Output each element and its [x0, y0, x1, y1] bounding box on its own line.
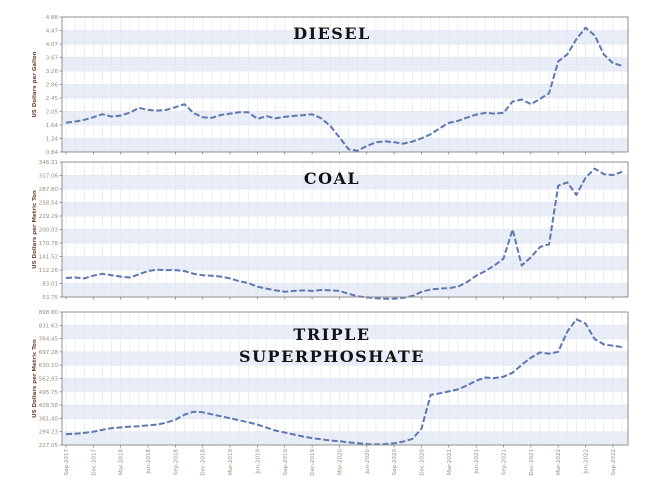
diesel-y-tick-label: 4.07	[46, 42, 59, 48]
diesel-y-axis-title: US Dollars per Gallon	[32, 51, 38, 117]
coal-y-tick-label: 287.80	[39, 187, 59, 193]
diesel-y-tick-label: 3.67	[46, 56, 59, 62]
coal-y-tick-label: 170.78	[39, 241, 59, 247]
tsp-y-tick-label: 227.05	[39, 443, 59, 449]
diesel-y-tick-label: 3.26	[46, 69, 59, 75]
tsp-chart-title: SUPERPHOSHATE	[239, 347, 425, 366]
x-axis-date-label: Jun-2021	[474, 449, 480, 475]
x-axis-date-label: Sep-2020	[392, 449, 398, 476]
coal-band	[62, 229, 628, 243]
x-axis-date-label: Dec-2019	[310, 448, 316, 475]
x-axis-date-label: Sep-2018	[173, 449, 179, 476]
x-axis-date-label: Mar-2020	[337, 449, 343, 476]
diesel-y-tick-label: 2.86	[46, 83, 59, 89]
diesel-y-tick-label: 0.84	[46, 150, 59, 156]
tsp-band	[62, 405, 628, 419]
diesel-y-tick-label: 2.05	[46, 110, 59, 116]
x-axis-date-label: Jun-2020	[365, 449, 371, 475]
diesel-band	[62, 111, 628, 125]
diesel-y-tick-label: 1.64	[46, 123, 59, 129]
coal-y-tick-label: 346.31	[39, 160, 58, 166]
tsp-band	[62, 378, 628, 392]
tsp-y-tick-label: 562.93	[39, 377, 59, 383]
coal-band	[62, 256, 628, 270]
coal-y-axis-title: US Dollars per Metric Ton	[32, 190, 38, 269]
tsp-y-tick-label: 428.58	[39, 403, 59, 409]
x-axis-date-label: Sep-2017	[64, 449, 70, 476]
x-axis-date-label: Dec-2021	[529, 449, 535, 476]
diesel-y-tick-label: 4.47	[46, 29, 59, 35]
tsp-y-tick-label: 630.10	[39, 363, 59, 369]
tsp-y-tick-label: 294.23	[39, 430, 59, 436]
diesel-y-tick-label: 4.88	[46, 15, 59, 21]
diesel-y-tick-label: 1.24	[46, 137, 59, 143]
diesel-price-line	[65, 26, 623, 152]
x-axis-date-label: Jun-2018	[146, 449, 152, 475]
tsp-y-tick-label: 831.63	[39, 323, 59, 329]
coal-band	[62, 202, 628, 216]
diesel-chart-title: DIESEL	[293, 24, 371, 43]
tsp-y-tick-label: 697.28	[39, 350, 59, 356]
diesel-y-tick-label: 2.45	[46, 96, 59, 102]
tsp-y-axis-title: US Dollars per Metric Ton	[32, 339, 38, 418]
diesel-band	[62, 30, 628, 44]
tsp-y-tick-label: 898.80	[39, 310, 59, 316]
diesel-band	[62, 138, 628, 152]
x-axis-date-label: Sep-2019	[283, 449, 289, 476]
tsp-chart-title: TRIPLE	[293, 325, 370, 344]
tsp-band	[62, 325, 628, 339]
coal-y-tick-label: 141.52	[39, 255, 58, 261]
coal-y-tick-label: 229.29	[39, 214, 59, 220]
x-axis-date-label: Sep-2021	[502, 449, 508, 475]
tsp-band	[62, 431, 628, 445]
coal-band	[62, 175, 628, 189]
x-axis-date-label: Mar-2021	[447, 449, 453, 475]
diesel-band	[62, 57, 628, 71]
coal-y-tick-label: 83.01	[42, 282, 58, 288]
tsp-price-line	[65, 318, 623, 446]
diesel-band	[62, 84, 628, 98]
coal-y-tick-label: 258.54	[39, 201, 59, 207]
coal-price-line	[65, 167, 623, 300]
x-axis-date-label: Mar-2019	[228, 449, 234, 476]
coal-y-tick-label: 200.03	[39, 228, 59, 234]
x-axis-date-label: Dec-2017	[91, 448, 97, 475]
coal-chart-title: COAL	[304, 169, 360, 188]
coal-y-tick-label: 112.26	[39, 268, 59, 274]
coal-y-tick-label: 53.75	[42, 295, 58, 301]
coal-y-tick-label: 317.06	[39, 174, 59, 180]
x-axis-date-label: Dec-2018	[201, 448, 207, 475]
x-axis-date-label: Dec-2020	[419, 448, 425, 475]
x-axis-date-label: Mar-2022	[556, 449, 562, 475]
tsp-band	[62, 351, 628, 366]
tsp-y-tick-label: 361.40	[39, 416, 59, 422]
tsp-y-tick-label: 764.45	[39, 337, 59, 343]
coal-band	[62, 283, 628, 297]
x-axis-date-label: Mar-2018	[119, 449, 125, 476]
x-axis-date-label: Jun-2022	[584, 449, 590, 475]
x-axis-date-label: Jun-2019	[255, 449, 261, 475]
x-axis-date-label: Sep-2022	[611, 449, 617, 475]
tsp-y-tick-label: 495.75	[39, 390, 59, 396]
